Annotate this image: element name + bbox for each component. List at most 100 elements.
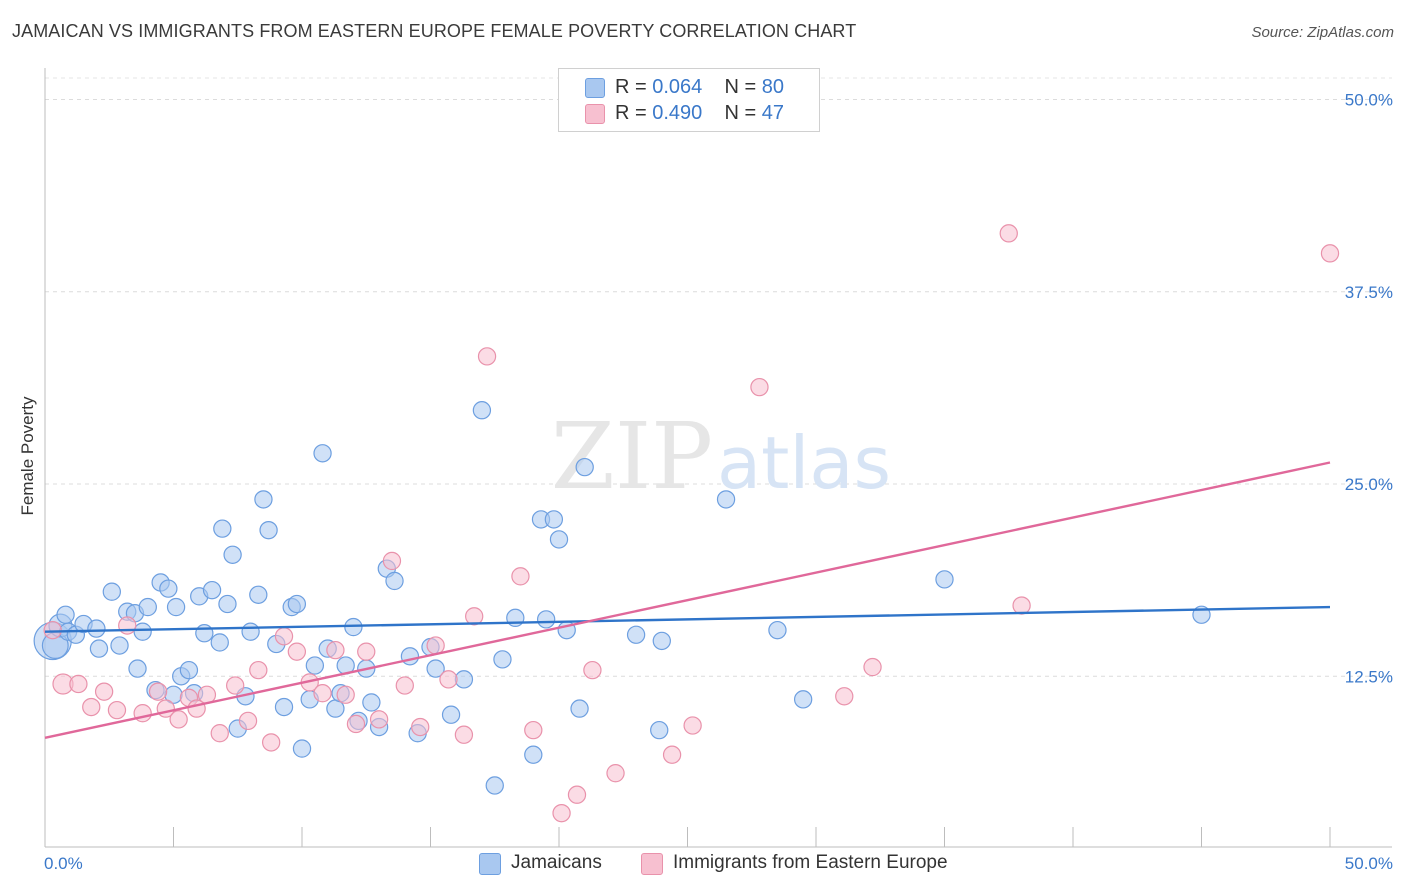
- point-series-0-29: [218, 594, 237, 614]
- point-series-1-28: [382, 551, 402, 571]
- point-series-1-31: [426, 636, 445, 655]
- watermark-zip: ZIP: [551, 403, 713, 510]
- point-series-0-22: [179, 660, 199, 680]
- trend-lines: [44, 461, 1331, 739]
- point-series-0-64: [493, 650, 512, 669]
- point-series-1-6: [118, 616, 137, 635]
- point-series-0-44: [313, 444, 332, 463]
- tick-labels: 12.5% 25.0% 37.5% 50.0% 0.0% 50.0%: [44, 91, 1393, 873]
- point-series-1-14: [210, 724, 229, 743]
- point-series-0-25: [195, 624, 214, 643]
- point-series-0-63: [485, 776, 504, 795]
- point-series-0-4: [56, 605, 75, 624]
- gridlines: [45, 77, 1392, 677]
- point-series-1-16: [238, 711, 258, 731]
- point-series-0-66: [524, 745, 543, 764]
- point-series-0-75: [650, 720, 669, 740]
- point-series-0-33: [241, 622, 260, 641]
- point-series-1-49: [1320, 244, 1340, 263]
- point-series-0-34: [249, 585, 268, 604]
- point-series-1-39: [567, 785, 587, 804]
- point-series-0-35: [254, 490, 273, 509]
- point-series-1-36: [511, 567, 530, 586]
- trend-line-1: [44, 461, 1331, 739]
- legend-r-label: R =: [615, 102, 653, 124]
- legend-n-value: 47: [761, 102, 785, 124]
- point-series-1-37: [524, 720, 543, 740]
- point-series-0-52: [362, 693, 381, 712]
- point-series-0-59: [426, 659, 445, 678]
- point-series-1-5: [107, 700, 127, 720]
- point-series-1-27: [369, 710, 389, 729]
- legend-swatch-jamaicans: [585, 78, 605, 98]
- point-series-1-8: [148, 682, 168, 701]
- watermark: ZIP atlas: [551, 403, 891, 510]
- point-series-0-43: [305, 656, 325, 675]
- point-series-1-34: [465, 607, 484, 626]
- point-series-0-69: [544, 510, 564, 529]
- point-series-1-18: [261, 733, 281, 752]
- point-series-0-27: [210, 633, 229, 652]
- point-series-1-3: [82, 697, 101, 717]
- point-series-0-30: [223, 545, 242, 564]
- point-series-0-74: [626, 625, 646, 644]
- point-series-1-29: [395, 676, 414, 695]
- point-series-0-76: [652, 631, 671, 651]
- point-series-1-2: [69, 674, 88, 694]
- point-series-1-40: [583, 660, 602, 680]
- point-series-1-46: [863, 657, 882, 677]
- point-series-1-0: [43, 620, 62, 640]
- point-series-1-48: [1012, 596, 1031, 615]
- point-series-1-41: [606, 764, 625, 783]
- point-series-1-22: [313, 684, 332, 703]
- point-series-0-72: [570, 699, 589, 718]
- point-series-0-15: [138, 597, 157, 617]
- point-series-0-55: [385, 571, 404, 591]
- point-series-1-20: [287, 642, 307, 661]
- point-series-1-32: [439, 670, 458, 689]
- point-series-0-41: [292, 739, 312, 758]
- point-series-1-33: [454, 725, 474, 744]
- point-series-1-17: [249, 660, 268, 680]
- point-series-1-45: [835, 687, 854, 706]
- point-series-0-18: [159, 579, 178, 598]
- point-series-1-10: [169, 710, 188, 729]
- point-series-1-26: [357, 642, 376, 661]
- point-series-1-15: [226, 676, 245, 695]
- point-series-0-9: [102, 582, 121, 601]
- bottom-legend-label: Immigrants from Eastern Europe: [673, 852, 948, 873]
- point-series-0-62: [472, 401, 492, 420]
- point-series-0-73: [575, 457, 594, 477]
- watermark-atlas: atlas: [717, 421, 891, 505]
- point-series-0-40: [287, 594, 307, 614]
- bottom-legend-label: Jamaicans: [511, 852, 602, 873]
- point-series-1-35: [477, 347, 497, 366]
- point-series-0-7: [87, 619, 106, 638]
- point-series-1-38: [552, 803, 571, 823]
- point-series-0-68: [536, 610, 556, 629]
- point-series-0-56: [400, 647, 420, 666]
- point-series-0-26: [202, 580, 222, 600]
- x-tick-label-1: 50.0%: [1345, 854, 1393, 873]
- legend-n-value: 80: [761, 76, 785, 98]
- point-series-1-19: [274, 627, 294, 646]
- legend-r-value: 0.064: [652, 76, 703, 98]
- point-series-0-70: [549, 530, 569, 549]
- point-series-0-79: [793, 690, 813, 709]
- bottom-legend-swatch-jamaicans: [479, 853, 501, 875]
- point-series-0-10: [110, 636, 129, 655]
- legend-swatch-eastern-europe: [585, 104, 605, 124]
- point-series-0-80: [935, 570, 954, 589]
- y-tick-label-0: 12.5%: [1345, 667, 1393, 686]
- point-series-0-8: [89, 639, 109, 658]
- y-tick-label-1: 25.0%: [1345, 475, 1393, 494]
- point-series-0-14: [133, 622, 152, 641]
- point-series-1-25: [346, 714, 366, 734]
- data-points: [33, 224, 1340, 823]
- point-series-1-47: [999, 224, 1018, 243]
- point-series-0-61: [454, 670, 474, 689]
- legend-n-label: N =: [724, 102, 762, 124]
- y-tick-label-2: 37.5%: [1345, 283, 1393, 302]
- point-series-0-13: [128, 659, 147, 678]
